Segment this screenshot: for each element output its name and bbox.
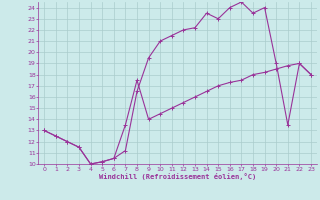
X-axis label: Windchill (Refroidissement éolien,°C): Windchill (Refroidissement éolien,°C) (99, 173, 256, 180)
